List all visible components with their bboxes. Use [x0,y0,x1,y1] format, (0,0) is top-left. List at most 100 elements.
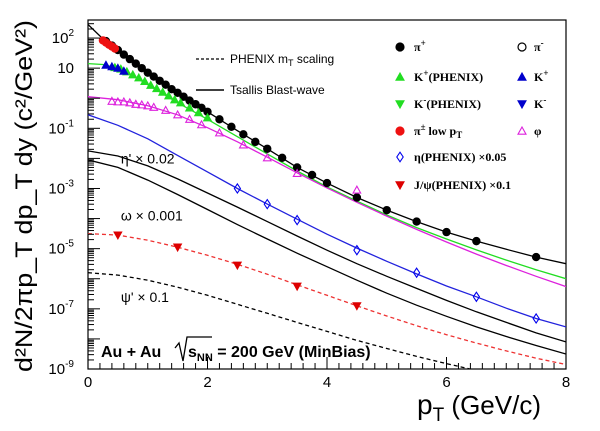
x-tick-label: 2 [203,374,211,391]
legend-marker- [517,125,527,135]
data-point [157,87,168,96]
x-tick-label: 8 [562,374,570,391]
data-point [214,127,225,137]
data-point [263,144,272,153]
data-point [277,153,287,162]
data-point [197,103,206,113]
data-point [472,236,481,246]
y-tick-label: 10-3 [48,178,74,197]
curve-psi-prime [88,272,473,369]
curve-eta-prime [88,150,566,343]
x-tick-label: 4 [323,374,331,391]
x-tick-label: 0 [84,374,92,391]
legend-label: φ [534,124,542,138]
data-point [193,107,204,117]
data-point [149,72,158,81]
legend-marker- [395,42,405,52]
data-point [113,63,123,72]
data-point [251,137,260,147]
data-point [353,244,361,256]
legend-label: η(PHENIX) ×0.05 [414,150,506,164]
data-point [134,72,144,82]
data-point [125,97,135,107]
data-point [107,96,117,105]
curve-omega [88,159,566,355]
data-point [110,44,120,53]
data-point [472,291,481,303]
plot-frame [87,19,567,370]
data-point [140,76,150,85]
data-point [263,198,271,210]
legend-marker-j-phenix-0-1 [395,181,405,191]
data-point [146,80,156,89]
data-point [233,182,242,195]
y-tick-label: 10-5 [48,239,74,258]
legend-label: J/ψ(PHENIX) ×0.1 [414,178,511,192]
data-point [119,50,129,59]
y-tick-label: 10 [57,60,74,77]
legend-label: K+(PHENIX) [414,68,483,84]
curve-phi [88,96,566,288]
series-low-pt [98,36,120,53]
data-point [292,163,302,172]
data-point [179,92,188,101]
data-point [227,122,236,132]
legend-label: K-(PHENIX) [414,95,481,111]
x-axis-title: pT (GeV/c) [417,389,541,426]
y-tick-label: 10-1 [48,118,74,137]
legend-marker- [517,42,527,52]
data-point [532,312,540,325]
annotation-0-1: ψ' × 0.1 [121,289,169,305]
curve-eta [88,114,566,328]
legend-label: π- [534,38,544,54]
data-point [239,130,248,139]
legend-phenix-mt-scaling: PHENIX mT scaling [230,52,334,68]
legend-marker-low-p [395,126,405,136]
data-point [125,54,135,64]
data-point [172,109,183,119]
data-point [113,231,123,241]
data-point [119,66,129,75]
collision-system: Au + Au [101,344,161,361]
data-point [160,105,171,114]
data-point [148,102,159,111]
data-point [352,302,362,311]
series-j-phenix-0-1 [113,231,362,311]
data-point [172,243,183,253]
y-axis-title: d²N/2πp_T dp_T dy (c²/GeV²) [11,20,38,372]
y-tick-label: 10-9 [48,359,74,378]
data-point [161,80,170,89]
legend-label: π+ [414,38,426,54]
legend-tsallis-blast-wave: Tsallis Blast-wave [230,83,325,97]
y-tick-label: 10-7 [48,299,74,318]
data-point [202,112,213,122]
legend-marker-k [517,71,527,81]
data-point [442,227,451,237]
annotations-layer: η' × 0.02 ω × 0.001 ψ' × 0.1 [121,150,183,304]
data-point [107,61,117,71]
data-point [292,168,302,178]
y-tick-label: 102 [52,28,75,47]
legend-label: π± low pT [414,122,462,140]
axis-ticks: 0 2 4 6 8 102 10 10-1 10-3 10-5 10-7 10-9 [48,23,570,391]
x-tick-label: 6 [442,374,450,391]
energy-label: sNN = 200 GeV (MinBias) [188,344,371,364]
data-point [352,193,362,202]
sqrt-symbol [174,336,212,362]
legend-marker-k-phenix [395,100,405,110]
curve-jpsi [88,232,566,366]
data-point [184,102,195,112]
legend-label: K- [534,95,546,111]
series- [107,96,362,194]
curve-legend: PHENIX mT scaling Tsallis Blast-wave [196,52,334,97]
data-point [352,185,362,194]
data-point [169,94,180,104]
legend-label: K+ [534,68,548,84]
data-point [155,76,164,85]
collision-label: Au + Au sNN = 200 GeV (MinBias) [101,336,371,364]
data-point [293,214,301,226]
data-point [382,205,391,215]
data-point [119,96,129,106]
data-point [113,96,123,106]
data-point [412,217,421,226]
